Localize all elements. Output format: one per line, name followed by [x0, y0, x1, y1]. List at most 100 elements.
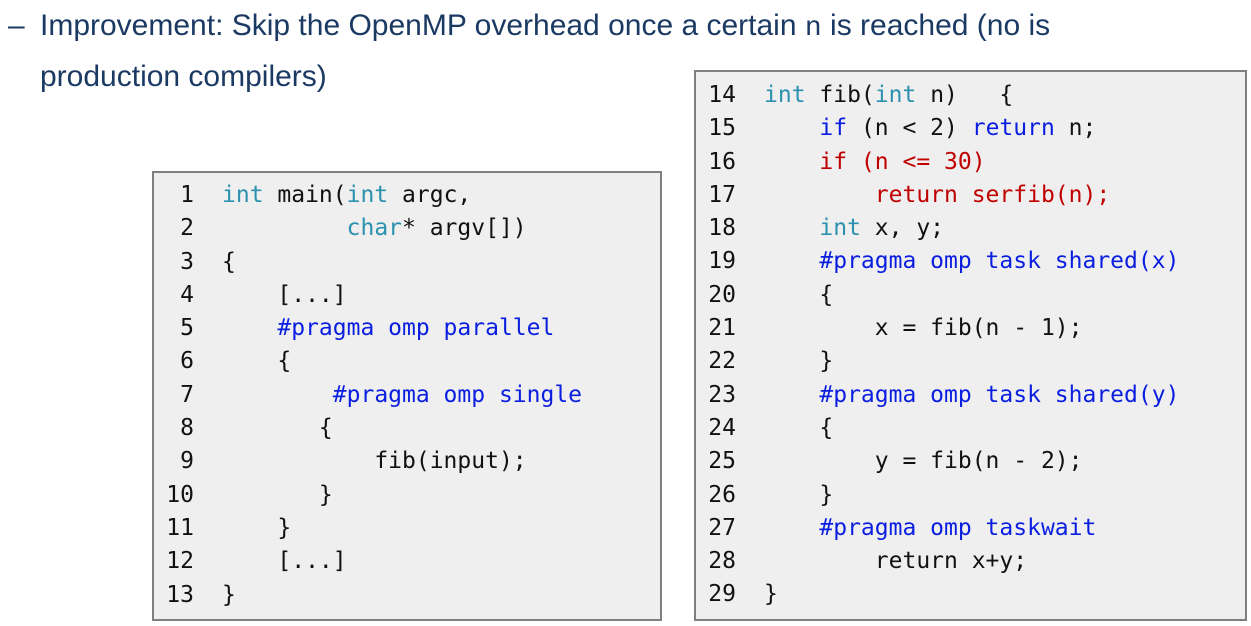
code-token [764, 149, 819, 175]
code-text: } [764, 345, 833, 378]
code-text: { [222, 412, 333, 445]
line-number: 17 [708, 181, 736, 208]
code-text: return serfib(n); [764, 179, 1110, 212]
line-number: 11 [166, 514, 194, 541]
code-text: if (n < 2) return n; [764, 112, 1096, 145]
code-line: 14 int fib(int n) { [696, 79, 1245, 112]
line-number: 24 [708, 414, 736, 441]
code-token: if [819, 115, 848, 142]
code-token: #pragma omp taskwait [819, 514, 1097, 541]
code-token: [...] [222, 281, 347, 308]
line-number: 7 [180, 381, 194, 408]
code-token: argc, [388, 182, 472, 208]
code-token [764, 382, 819, 408]
code-token: } [764, 581, 778, 608]
code-token: (n < 2) [847, 115, 972, 142]
code-line: 19 #pragma omp task shared(x) [696, 245, 1245, 278]
code-token: #pragma omp parallel [277, 315, 555, 342]
code-text: { [222, 246, 236, 279]
code-listing-main: 1 int main(int argc, 2 char* argv[]) 3{4 [.… [152, 171, 662, 621]
line-number: 14 [708, 82, 736, 108]
code-line: 27 #pragma omp taskwait [696, 512, 1245, 545]
line-number: 28 [708, 548, 736, 575]
code-token: { [764, 281, 834, 308]
line-number: 21 [708, 315, 736, 342]
line-number: 15 [708, 115, 736, 142]
code-line: 6 { [154, 345, 660, 378]
code-token: } [764, 481, 834, 508]
code-line: 12 [...] [154, 545, 660, 578]
code-token: * argv[]) [402, 215, 527, 242]
code-line: 23 #pragma omp task shared(y) [696, 379, 1245, 412]
line-number: 26 [708, 481, 736, 508]
code-text: #pragma omp task shared(y) [764, 379, 1179, 412]
code-line: 25 y = fib(n - 2); [696, 445, 1245, 478]
code-token: char [346, 215, 403, 242]
line-number: 16 [708, 148, 736, 175]
code-line: 24 { [696, 412, 1245, 445]
bullet-dash: – [8, 9, 25, 42]
code-text: #pragma omp taskwait [764, 512, 1096, 545]
code-text: { [764, 412, 833, 445]
line-number: 6 [180, 348, 194, 375]
code-text: #pragma omp parallel [222, 312, 554, 345]
code-line: 26 } [696, 479, 1245, 512]
code-token: return [971, 115, 1055, 142]
line-number: 5 [180, 315, 194, 342]
code-token: n) { [916, 82, 1014, 108]
code-text: char* argv[]) [222, 212, 527, 245]
code-line: 2 char* argv[]) [154, 212, 660, 245]
code-token [764, 115, 819, 141]
code-text: { [764, 279, 833, 312]
code-token: { [222, 415, 333, 442]
code-text: } [222, 579, 236, 612]
line-number: 25 [708, 448, 736, 475]
code-text: } [222, 479, 333, 512]
line-number: 3 [180, 248, 194, 275]
code-token: main( [263, 182, 347, 208]
code-text: #pragma omp single [222, 379, 582, 412]
line-number: 13 [166, 581, 194, 608]
code-token [764, 182, 875, 208]
code-line: 18 int x, y; [696, 212, 1245, 245]
code-text: [...] [222, 279, 347, 312]
code-token: int [346, 182, 389, 208]
code-token: { [222, 348, 292, 375]
line-number: 19 [708, 248, 736, 275]
code-line: 5 #pragma omp parallel [154, 312, 660, 345]
code-text: #pragma omp task shared(x) [764, 245, 1179, 278]
code-line: 8 { [154, 412, 660, 445]
code-line: 11 } [154, 512, 660, 545]
line-number: 4 [180, 281, 194, 308]
code-line: 13} [154, 579, 660, 612]
code-text: } [764, 578, 778, 611]
line-number: 23 [708, 381, 736, 408]
code-token [222, 315, 277, 341]
code-line: 7 #pragma omp single [154, 379, 660, 412]
code-line: 29} [696, 578, 1245, 611]
inline-code-n: n [804, 13, 822, 44]
line-number: 2 [180, 215, 194, 242]
code-token: return x+y; [764, 548, 1028, 575]
code-token: int [764, 82, 806, 108]
bullet-text-cont: is reached (no is [821, 9, 1051, 42]
code-token: return serfib(n); [874, 181, 1111, 208]
code-token [764, 515, 819, 541]
bullet-point: – Improvement: Skip the OpenMP overhead o… [8, 2, 1251, 101]
code-line: 10 } [154, 479, 660, 512]
line-number: 9 [180, 448, 194, 475]
line-number: 10 [166, 481, 194, 508]
code-token: fib( [805, 82, 875, 108]
code-token: x, y; [860, 215, 945, 242]
code-line: 4 [...] [154, 279, 660, 312]
code-text: int main(int argc, [222, 179, 471, 212]
code-text: int x, y; [764, 212, 944, 245]
bullet-text: Improvement: Skip the OpenMP overhead on… [40, 9, 805, 42]
code-text: [...] [222, 545, 346, 578]
code-text: } [764, 479, 833, 512]
code-text: return x+y; [764, 545, 1027, 578]
code-text: } [222, 512, 291, 545]
code-listing-fib: 14 int fib(int n) {15 if (n < 2) return n… [694, 70, 1247, 621]
code-text: x = fib(n - 1); [764, 312, 1083, 345]
code-line: 17 return serfib(n); [696, 179, 1245, 212]
